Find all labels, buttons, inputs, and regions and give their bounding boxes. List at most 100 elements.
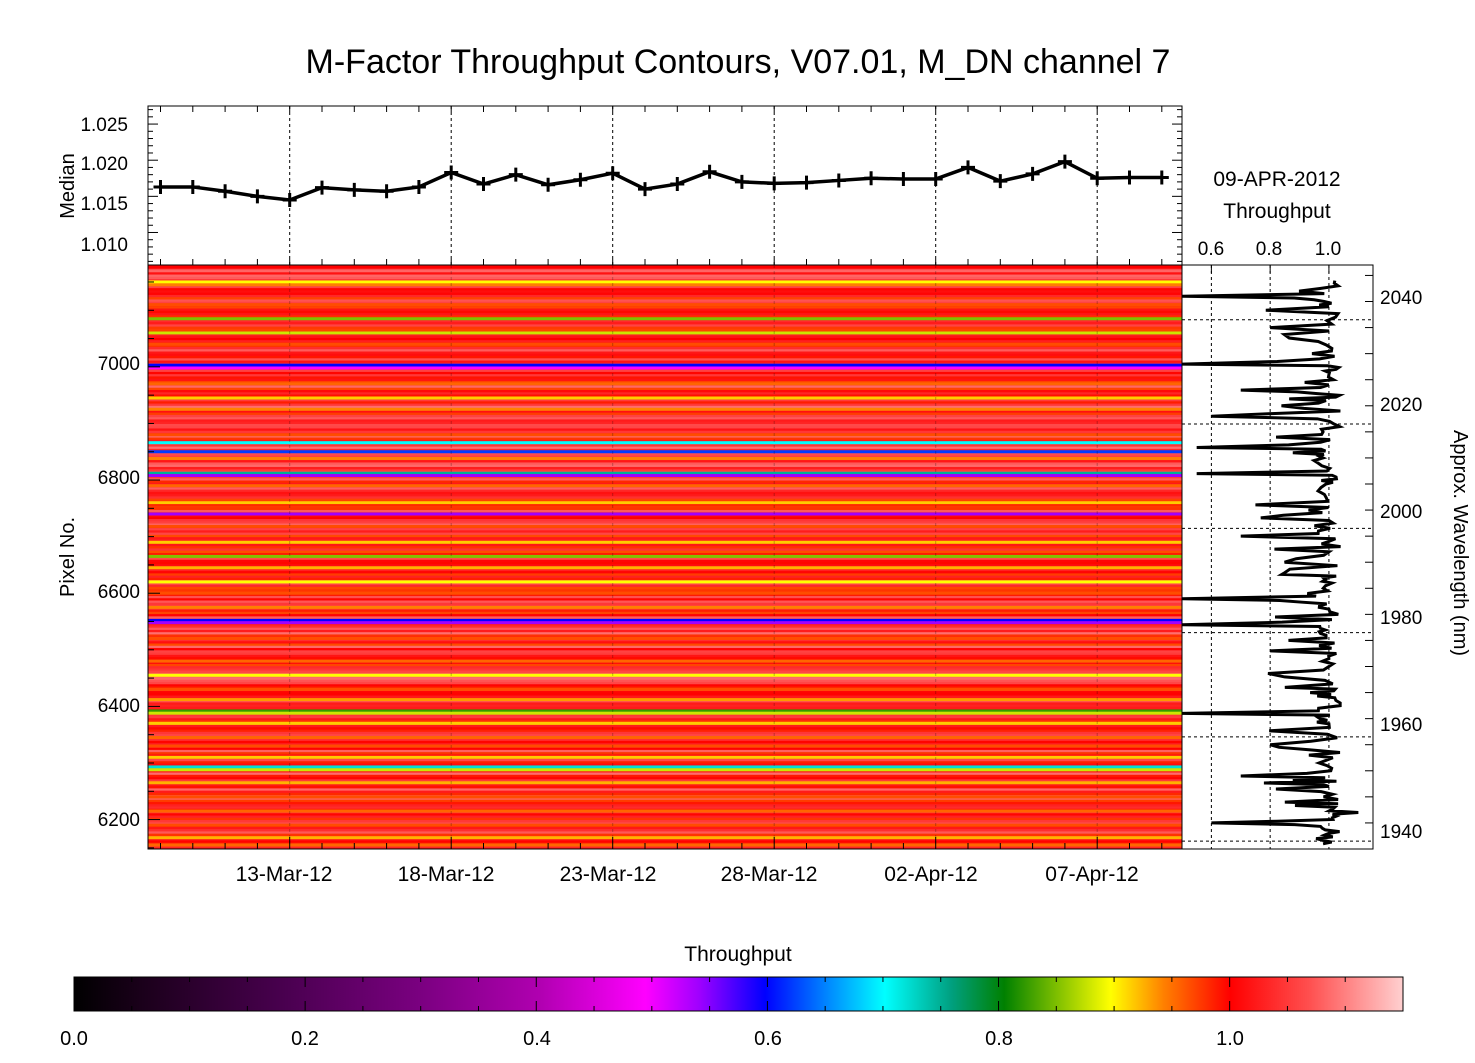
profile-xtick-label: 0.6 — [1198, 239, 1224, 260]
contour-row — [148, 524, 1182, 528]
median-point — [347, 182, 362, 197]
contour-texture-row — [148, 391, 1182, 395]
contour-texture-row — [148, 437, 1182, 440]
contour-row — [148, 698, 1182, 702]
contour-row — [148, 317, 1182, 321]
median-point — [185, 179, 200, 194]
contour-texture-row — [148, 611, 1182, 615]
profile-ytick-label: 1980 — [1380, 608, 1422, 629]
contour-texture-row — [148, 371, 1182, 375]
contour-texture-row — [148, 588, 1182, 592]
contour-texture-row — [148, 663, 1182, 667]
contour-texture-row — [148, 326, 1182, 329]
contour-texture-row — [148, 468, 1182, 472]
contour-texture-row — [148, 575, 1182, 578]
contour-texture-row — [148, 536, 1182, 540]
median-point — [961, 160, 975, 175]
contour-texture-row — [148, 742, 1182, 746]
contour-texture-row — [148, 403, 1182, 406]
contour-texture-row — [148, 427, 1182, 431]
contour-row — [148, 396, 1182, 400]
median-ytick-label: 1.025 — [80, 115, 128, 136]
contour-texture-row — [148, 584, 1182, 587]
colorbar-gradient — [73, 976, 1404, 1012]
contour-texture-row — [148, 418, 1182, 422]
contour-texture-row — [148, 355, 1182, 359]
contour-texture-row — [148, 783, 1182, 787]
contour-texture-row — [148, 339, 1182, 343]
contour-row — [148, 809, 1182, 813]
contour-row — [148, 636, 1182, 640]
contour-texture-row — [148, 301, 1182, 304]
contour-row — [148, 303, 1182, 307]
contour-texture-row — [148, 559, 1182, 563]
contour-gridlines — [289, 265, 1098, 849]
contour-texture-row — [148, 572, 1182, 576]
contour-texture-row — [148, 412, 1182, 415]
contour-texture-row — [148, 787, 1182, 791]
contour-row — [148, 843, 1182, 847]
contour-texture-row — [148, 387, 1182, 390]
profile-xtick-label: 0.8 — [1256, 239, 1282, 260]
median-point — [1090, 171, 1105, 186]
contour-texture-row — [148, 805, 1182, 809]
contour-xtick-label: 28-Mar-12 — [721, 863, 818, 886]
median-point — [799, 175, 814, 190]
contour-texture-row — [148, 547, 1182, 551]
contour-texture-row — [148, 753, 1182, 757]
profile-panel: 09-APR-2012 Throughput 0.6 0.8 1.0 1940 … — [1181, 168, 1471, 850]
contour-row — [148, 709, 1182, 713]
contour-texture-row — [148, 830, 1182, 834]
contour-texture-row — [148, 498, 1182, 501]
contour-texture-row — [148, 446, 1182, 449]
contour-texture-row — [148, 308, 1182, 311]
median-point — [864, 171, 879, 186]
colorbar-tick-label: 0.8 — [985, 1028, 1013, 1050]
contour-ylabel: Pixel No. — [57, 517, 79, 597]
contour-texture-row — [148, 695, 1182, 698]
contour-row — [148, 280, 1182, 284]
contour-texture-row — [148, 287, 1182, 291]
contour-texture-row — [148, 792, 1182, 796]
contour-texture-row — [148, 375, 1182, 379]
contour-texture-row — [148, 631, 1182, 635]
contour-texture-row — [148, 491, 1182, 495]
contour-texture-row — [148, 762, 1182, 766]
contour-row — [148, 618, 1182, 622]
contour-texture-row — [148, 568, 1182, 572]
contour-texture-row — [148, 801, 1182, 805]
contour-row — [148, 450, 1182, 454]
contour-texture-row — [148, 690, 1182, 694]
median-ylabel: Median — [57, 153, 79, 219]
contour-texture-row — [148, 298, 1182, 302]
contour-texture-row — [148, 552, 1182, 556]
median-point — [702, 164, 717, 179]
median-point — [508, 167, 523, 182]
contour-texture-row — [148, 538, 1182, 542]
contour-texture-row — [148, 846, 1182, 850]
contour-texture-row — [148, 826, 1182, 830]
median-point — [541, 177, 556, 192]
contour-texture-row — [148, 466, 1182, 470]
contour-texture-row — [148, 649, 1182, 653]
contour-texture-row — [148, 701, 1182, 705]
median-point — [1025, 166, 1040, 181]
colorbar-tick-label: 0.6 — [754, 1028, 782, 1050]
median-point — [573, 172, 588, 187]
profile-series — [1181, 280, 1359, 846]
contour-texture-row — [148, 609, 1182, 612]
profile-ytick-label: 1940 — [1380, 822, 1422, 843]
contour-texture-row — [148, 285, 1182, 289]
profile-plot-frame — [1181, 264, 1374, 850]
median-panel: 1.010 1.015 1.020 1.025 Median — [57, 105, 1183, 266]
contour-texture-row — [148, 532, 1182, 535]
contour-row — [148, 673, 1182, 677]
contour-texture-row — [148, 394, 1182, 397]
colorbar-tick-label: 0.4 — [523, 1028, 551, 1050]
contour-texture-row — [148, 545, 1182, 549]
contour-texture-row — [148, 495, 1182, 499]
contour-texture-row — [148, 776, 1182, 780]
contour-texture-row — [148, 305, 1182, 309]
contour-texture-row — [148, 726, 1182, 730]
contour-row — [148, 342, 1182, 346]
